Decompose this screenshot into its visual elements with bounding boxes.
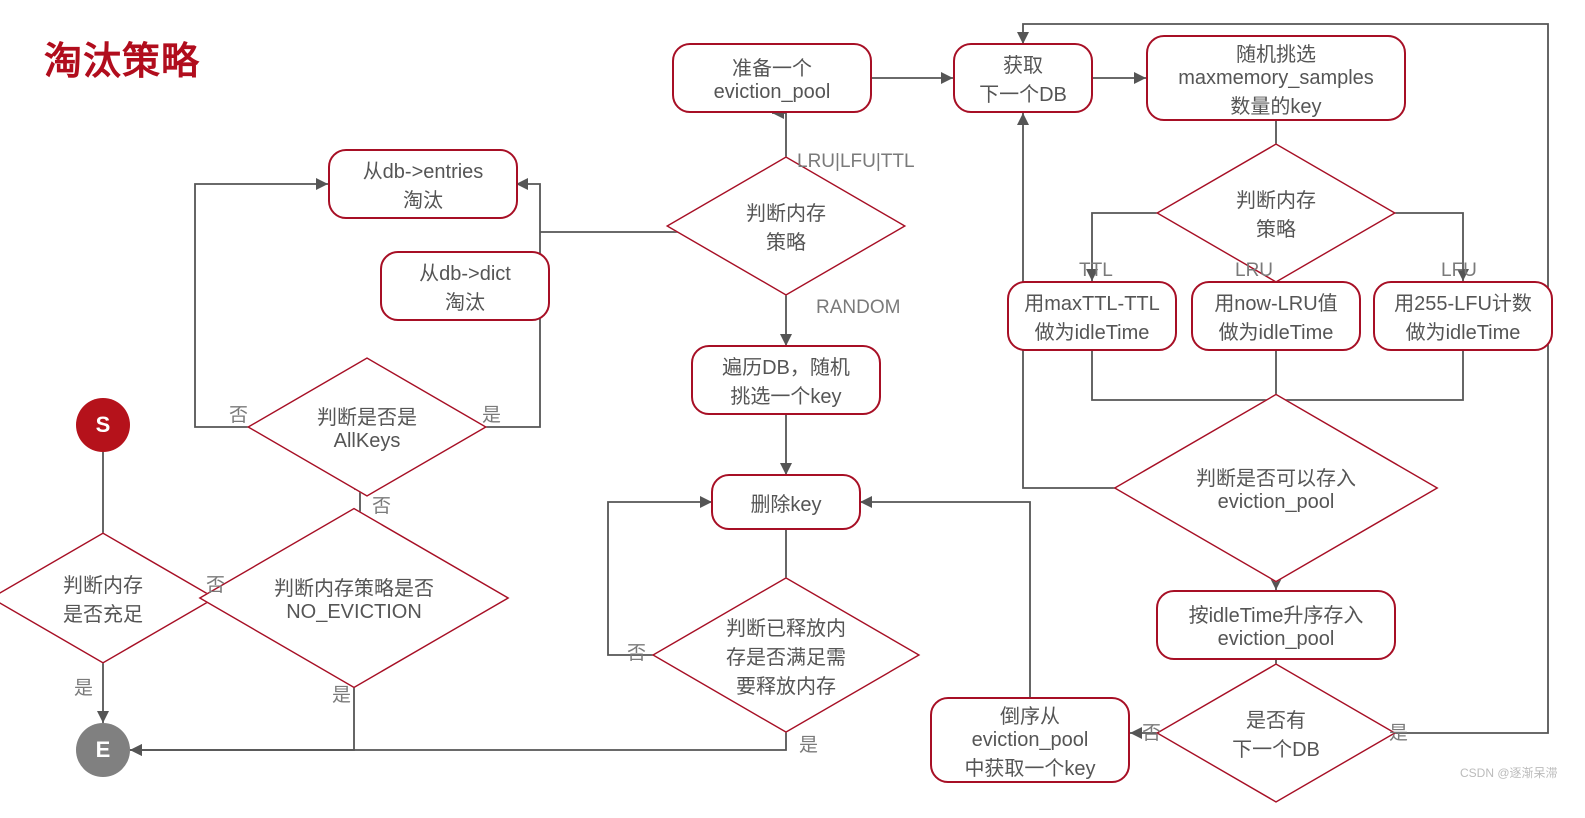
label-l_mem_no: 否 <box>206 570 225 597</box>
node-evict_dict-label: 从db->dict 淘汰 <box>419 257 511 315</box>
node-prep_pool-label: 准备一个 eviction_pool <box>714 52 831 104</box>
node-can_store-label: 判断是否可以存入 eviction_pool <box>1115 373 1437 603</box>
label-l_lrulfuttl: LRU|LFU|TTL <box>797 151 915 173</box>
label-l_rel_yes: 是 <box>799 730 818 757</box>
node-no_eviction-label: 判断内存策略是否 NO_EVICTION <box>200 488 508 708</box>
node-released: 判断已释放内 存是否满足需 要释放内存 <box>691 560 881 750</box>
label-l_lru: LRU <box>1235 260 1273 282</box>
node-evict_entries: 从db->entries 淘汰 <box>328 149 518 219</box>
node-get_next_db: 获取 下一个DB <box>953 43 1093 113</box>
node-rand_pick: 随机挑选 maxmemory_samples 数量的key <box>1146 35 1406 121</box>
node-lru_calc-label: 用now-LRU值 做为idleTime <box>1214 287 1337 345</box>
node-prep_pool: 准备一个 eviction_pool <box>672 43 872 113</box>
node-store_sorted-label: 按idleTime升序存入 eviction_pool <box>1189 599 1364 651</box>
node-ttl_calc-label: 用maxTTL-TTL 做为idleTime <box>1024 287 1160 345</box>
node-has_next_db: 是否有 下一个DB <box>1191 648 1361 818</box>
node-allkeys: 判断是否是 AllKeys <box>282 342 452 512</box>
node-del_key: 删除key <box>711 474 861 530</box>
node-lru_calc: 用now-LRU值 做为idleTime <box>1191 281 1361 351</box>
label-l_ak_yes: 是 <box>482 400 501 427</box>
node-mem_enough: 判断内存 是否充足 <box>23 518 183 678</box>
label-l_noev_no: 否 <box>372 491 391 518</box>
node-rand_pick-label: 随机挑选 maxmemory_samples 数量的key <box>1178 38 1374 119</box>
label-l_noev_yes: 是 <box>332 680 351 707</box>
node-allkeys-label: 判断是否是 AllKeys <box>248 342 486 512</box>
label-l_ttl: TTL <box>1079 260 1113 282</box>
node-mem_policy2-label: 判断内存 策略 <box>1157 128 1395 298</box>
node-can_store: 判断是否可以存入 eviction_pool <box>1161 373 1391 603</box>
node-end: E <box>76 723 130 777</box>
watermark: CSDN @逐渐呆滞 <box>1460 764 1558 781</box>
label-l_lfu: LFU <box>1441 260 1477 282</box>
node-evict_dict: 从db->dict 淘汰 <box>380 251 550 321</box>
node-has_next_db-label: 是否有 下一个DB <box>1157 648 1395 818</box>
node-lfu_calc: 用255-LFU计数 做为idleTime <box>1373 281 1553 351</box>
label-l_next_no: 否 <box>1142 718 1161 745</box>
node-mem_enough-label: 判断内存 是否充足 <box>0 518 215 678</box>
page-title: 淘汰策略 <box>44 30 200 85</box>
label-l_mem_yes: 是 <box>74 673 93 700</box>
node-get_next_db-label: 获取 下一个DB <box>979 49 1067 107</box>
node-del_key-label: 删除key <box>750 488 821 517</box>
node-evict_entries-label: 从db->entries 淘汰 <box>363 155 484 213</box>
node-mem_policy2: 判断内存 策略 <box>1191 128 1361 298</box>
label-l_rel_no: 否 <box>627 638 646 665</box>
node-reverse_pop-label: 倒序从 eviction_pool 中获取一个key <box>964 700 1095 781</box>
node-iter_db-label: 遍历DB，随机 挑选一个key <box>722 351 850 409</box>
node-lfu_calc-label: 用255-LFU计数 做为idleTime <box>1394 287 1532 345</box>
label-l_next_yes: 是 <box>1389 718 1408 745</box>
node-no_eviction: 判断内存策略是否 NO_EVICTION <box>244 488 464 708</box>
node-iter_db: 遍历DB，随机 挑选一个key <box>691 345 881 415</box>
label-l_random: RANDOM <box>816 297 900 319</box>
node-start: S <box>76 398 130 452</box>
node-reverse_pop: 倒序从 eviction_pool 中获取一个key <box>930 697 1130 783</box>
node-ttl_calc: 用maxTTL-TTL 做为idleTime <box>1007 281 1177 351</box>
label-l_ak_no: 否 <box>229 400 248 427</box>
node-released-label: 判断已释放内 存是否满足需 要释放内存 <box>653 560 919 750</box>
